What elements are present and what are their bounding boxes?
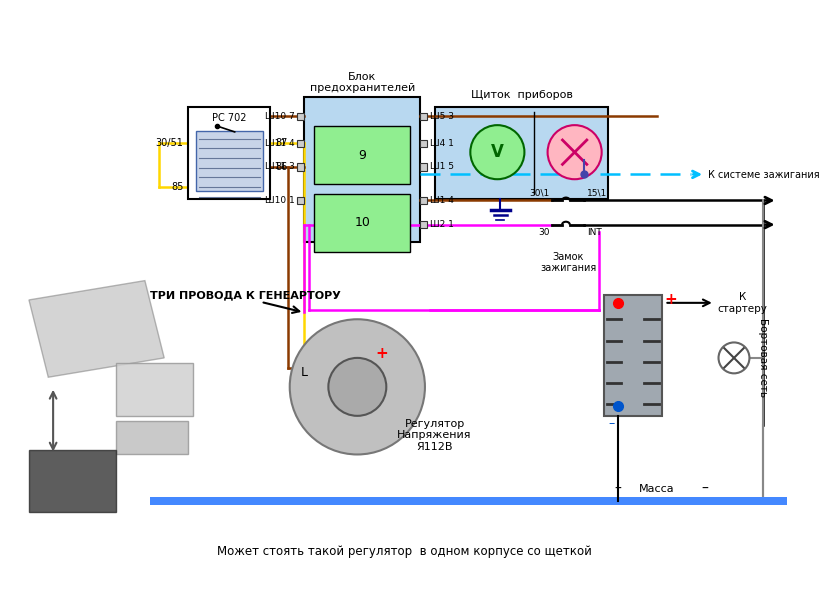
Text: Щиток  приборов: Щиток приборов <box>471 90 572 100</box>
Bar <box>304 97 420 242</box>
Text: Ш2 1: Ш2 1 <box>430 220 453 229</box>
Text: Ш4 1: Ш4 1 <box>430 139 453 148</box>
Text: 85: 85 <box>171 182 184 192</box>
Text: Регулятор
Напряжения
Я112В: Регулятор Напряжения Я112В <box>397 418 472 452</box>
Circle shape <box>328 358 386 416</box>
Text: ТРИ ПРОВОДА К ГЕНЕАРТОРУ: ТРИ ПРОВОДА К ГЕНЕАРТОРУ <box>150 290 340 300</box>
Text: 10: 10 <box>354 216 370 229</box>
Circle shape <box>718 343 749 373</box>
Bar <box>420 196 427 204</box>
Text: К
стартеру: К стартеру <box>717 292 768 313</box>
Text: 86: 86 <box>275 162 287 172</box>
Text: 30/51: 30/51 <box>156 139 184 149</box>
Bar <box>297 113 304 121</box>
Bar <box>603 295 661 416</box>
Bar <box>297 163 304 171</box>
Text: 87: 87 <box>275 139 287 149</box>
Bar <box>189 107 271 199</box>
Text: Ш10 7: Ш10 7 <box>265 112 295 121</box>
Text: Масса: Масса <box>639 484 675 494</box>
Text: –: – <box>608 417 614 430</box>
Bar <box>297 140 304 147</box>
Text: Ш1 5: Ш1 5 <box>430 162 453 171</box>
Bar <box>29 450 116 512</box>
Text: –: – <box>614 482 622 496</box>
Text: 30\1: 30\1 <box>530 188 550 197</box>
Bar <box>435 107 608 199</box>
Polygon shape <box>29 281 164 377</box>
Text: К системе зажигания: К системе зажигания <box>708 170 820 180</box>
Text: +: + <box>665 293 677 307</box>
Text: Блок
предохранителей: Блок предохранителей <box>309 72 415 94</box>
Bar <box>420 140 427 147</box>
Circle shape <box>547 125 602 179</box>
Text: Может стоять такой регулятор  в одном корпусе со щеткой: Может стоять такой регулятор в одном кор… <box>217 544 592 558</box>
Text: 30: 30 <box>538 228 550 237</box>
Bar <box>116 363 193 416</box>
Text: Замок
зажигания: Замок зажигания <box>541 252 597 273</box>
Text: Ш5 3: Ш5 3 <box>430 112 453 121</box>
Text: Ш10 1: Ш10 1 <box>265 196 295 205</box>
Bar <box>150 497 787 504</box>
Text: 15\1: 15\1 <box>587 188 608 197</box>
Bar <box>116 421 189 454</box>
Bar <box>420 163 427 171</box>
Bar <box>297 196 304 204</box>
Text: L: L <box>301 366 308 379</box>
Circle shape <box>290 319 425 454</box>
Text: INT: INT <box>587 228 602 237</box>
Text: Ш11 4: Ш11 4 <box>265 139 295 148</box>
Circle shape <box>470 125 525 179</box>
Bar <box>420 113 427 121</box>
Bar <box>314 126 411 184</box>
Text: РС 702: РС 702 <box>212 113 246 124</box>
Bar <box>196 131 262 191</box>
Text: V: V <box>491 143 504 161</box>
Bar <box>420 221 427 229</box>
Text: Ш1 4: Ш1 4 <box>430 196 453 205</box>
Text: 9: 9 <box>358 149 366 162</box>
Text: –: – <box>701 482 708 496</box>
Text: Ш11 3: Ш11 3 <box>265 162 295 171</box>
Text: +: + <box>375 346 388 361</box>
Bar <box>314 193 411 252</box>
Text: Бортовая сеть: Бортовая сеть <box>758 318 768 398</box>
